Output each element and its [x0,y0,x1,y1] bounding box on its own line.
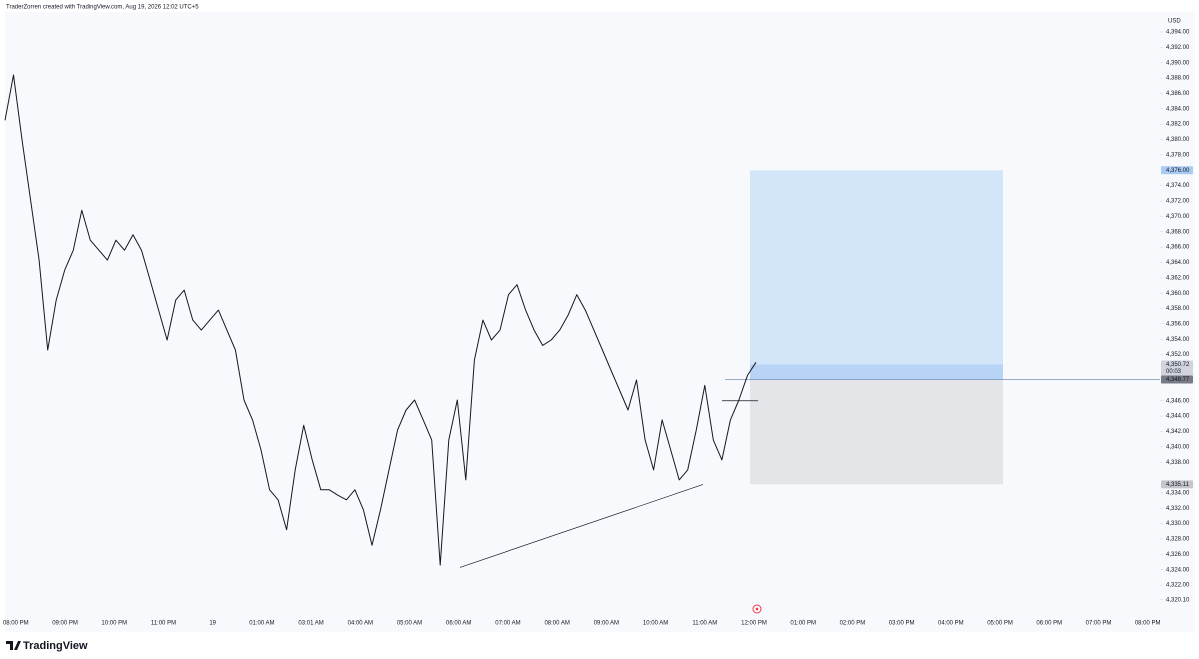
x-tick-label: 04:00 AM [348,621,373,627]
x-tick-label: 11:00 PM [151,621,176,627]
currency: USD [1168,19,1181,25]
y-tick-label: 4,354.00 [1166,337,1190,343]
x-tick-label: 08:00 PM [1135,621,1161,627]
icon-dot [755,607,759,611]
x-tick-label: 12:00 PM [741,621,767,627]
x-tick-label: 06:00 AM [446,621,471,627]
x-tick-label: 01:00 AM [249,621,274,627]
x-tick-label: 07:00 AM [495,621,520,627]
y-tick-label: 4,342.00 [1166,429,1190,435]
y-tick-label: 4,338.00 [1166,460,1190,466]
x-tick-label: 05:00 PM [987,621,1013,627]
x-tick-label: 08:00 PM [3,621,29,627]
brand: TradingView [23,640,88,652]
y-tick-label: 4,382.00 [1166,122,1190,128]
x-tick-label: 09:00 PM [52,621,78,627]
y-tick-label: 4,390.00 [1166,60,1190,66]
y-tick-label: 4,394.00 [1166,30,1190,36]
y-tick-label: 4,334.00 [1166,491,1190,497]
y-tick-label: 4,364.00 [1166,260,1190,266]
x-tick-label: 10:00 AM [643,621,668,627]
y-tick-label: 4,322.00 [1166,583,1190,589]
y-tick-label: 4,374.00 [1166,183,1190,189]
y-tick-label: 4,358.00 [1166,306,1190,312]
price-badge [1161,360,1193,377]
replay-icon [752,604,762,614]
profit-zone [750,170,1003,380]
y-tick-label: 4,324.00 [1166,567,1190,573]
x-tick-label: 07:00 PM [1086,621,1112,627]
y-tick-label: 4,380.00 [1166,137,1190,143]
y-tick-label: 4,352.00 [1166,352,1190,358]
x-tick-label: 03:00 PM [889,621,915,627]
y-tick-label: 4,392.00 [1166,45,1190,51]
x-tick-label: 03:01 AM [298,621,323,627]
x-tick-label: 19 [209,621,216,627]
y-tick-label: 4,346.00 [1166,398,1190,404]
x-tick-label: 08:00 AM [544,621,569,627]
price-badge-label: 4,350.72 [1166,362,1190,368]
y-tick-label: 4,370.00 [1166,214,1190,220]
last-bar-zone [750,364,1003,380]
x-tick-label: 05:00 AM [397,621,422,627]
price-badge [1161,166,1193,175]
y-tick-label: 4,388.00 [1166,76,1190,82]
x-tick-label: 11:00 AM [692,621,717,627]
logo: TradingView [6,640,88,652]
x-tick-label: 04:00 PM [938,621,964,627]
logo-icon [6,641,21,650]
y-tick-label: 4,378.00 [1166,152,1190,158]
price-badge [1161,480,1193,489]
y-tick-label: 4,326.00 [1166,552,1190,558]
x-tick-label: 06:00 PM [1036,621,1062,627]
y-tick-label: 4,328.00 [1166,537,1190,543]
x-tick-label: 10:00 PM [101,621,127,627]
y-tick-label: 4,340.00 [1166,444,1190,450]
header: TraderZorren created with TradingView.co… [6,5,199,11]
y-tick-label: 4,344.00 [1166,414,1190,420]
y-tick-label: 4,356.00 [1166,321,1190,327]
countdown: 00:03 [1166,369,1182,375]
loss-zone [750,379,1003,485]
y-tick-label: 4,384.00 [1166,106,1190,112]
y-tick-label: 4,332.00 [1166,506,1190,512]
price-badge-label: 4,348.77 [1166,377,1190,383]
y-tick-label: 4,386.00 [1166,91,1190,97]
x-tick-label: 09:00 AM [594,621,619,627]
y-tick-label: 4,360.00 [1166,291,1190,297]
price-line [4,74,757,566]
icon-ring [752,604,762,614]
x-tick-label: 01:00 PM [790,621,816,627]
x-tick-label: 02:00 PM [840,621,866,627]
trendline [459,484,704,568]
y-tick-label: 4,372.00 [1166,199,1190,205]
price-badge-label: 4,376.00 [1166,168,1190,174]
y-tick-label: 4,368.00 [1166,229,1190,235]
plot-area [5,12,1195,632]
price-badge-label: 4,335.11 [1166,482,1190,488]
y-tick-label: 4,320.10 [1166,597,1190,603]
y-tick-label: 4,366.00 [1166,245,1190,251]
y-tick-label: 4,330.00 [1166,521,1190,527]
y-tick-label: 4,362.00 [1166,275,1190,281]
price-badge [1161,375,1193,384]
